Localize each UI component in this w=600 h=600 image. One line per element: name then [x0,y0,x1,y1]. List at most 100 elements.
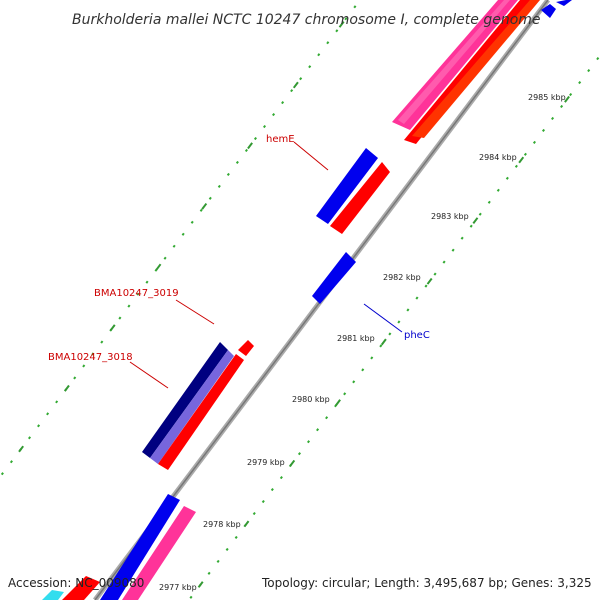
feature-hemE-red[interactable] [330,162,390,234]
feature-pink-bottom[interactable] [122,506,196,600]
dotted-guides [0,5,600,599]
guide-dot [189,595,193,599]
leader-hemE [293,141,329,171]
feature-cyan-bottom[interactable] [42,590,64,600]
guide-dot [316,428,320,432]
tick-label: 2983 kbp [431,212,469,221]
guide-dot [262,124,267,129]
tick-label: 2980 kbp [292,395,330,404]
guide-dot [326,41,330,45]
leader-3018 [129,361,169,389]
guide-dot [217,184,221,188]
leader-3019 [175,299,215,325]
tick-mark [63,384,70,392]
feature-blue-small-2[interactable] [556,0,572,6]
guide-dot [578,80,582,85]
guide-dot [523,152,527,156]
guide-dot [352,380,356,384]
tick-mark [18,445,24,453]
guide-dot [353,5,357,9]
guide-dot [272,113,276,117]
guide-dot [406,308,410,312]
guide-dot [118,316,122,320]
tick-labels: 2985 kbp 2984 kbp 2983 kbp 2982 kbp 2981… [159,93,566,592]
guide-dot [343,392,347,396]
tick-mark [243,520,250,528]
guide-dot [253,136,257,141]
guide-dot [73,376,77,380]
guide-dot [46,412,50,416]
feature-pheC[interactable] [312,252,356,304]
tick-label: 2981 kbp [337,334,375,343]
guide-dot [397,320,401,324]
guide-dot [587,69,591,73]
tick-label: 2977 kbp [159,583,197,592]
guide-dot [370,356,374,360]
guide-dot [252,511,256,516]
map-title: Burkholderia mallei NCTC 10247 chromosom… [72,12,541,28]
guide-dot [442,260,446,264]
feature-BMA10247-3018-dark[interactable] [142,342,228,458]
tick-label: 2985 kbp [528,93,566,102]
guide-dot [344,17,348,21]
guide-dot [100,340,104,344]
guide-dot [136,292,140,296]
tick-mark [155,263,162,271]
tick-mark [289,459,296,467]
guide-dot [181,232,185,236]
guide-dot [226,172,230,176]
feature-hemE-blue[interactable] [316,148,378,224]
guide-dot [532,140,536,144]
feature-blue-small-1[interactable] [541,4,556,18]
guide-dot [244,148,248,153]
tick-label: 2979 kbp [247,458,285,467]
guide-dot [325,416,329,420]
guide-dot [379,344,383,348]
guide-dot [225,547,229,551]
guide-dot [560,104,564,109]
guide-dot [9,460,13,464]
guide-dot [551,116,555,121]
guide-dot [514,164,518,168]
tick-mark [380,338,387,346]
tick-mark [472,217,479,225]
tick-mark [247,142,253,150]
gene-label-pheC[interactable]: pheC [404,330,430,341]
guide-dot [199,208,203,212]
guide-dot [361,368,365,372]
guide-dot [27,436,32,440]
feature-blue-bottom[interactable] [100,494,180,600]
guide-dot [505,176,509,180]
gene-label-BMA10247-3019[interactable]: BMA10247_3019 [94,288,179,299]
guide-dot [91,352,95,356]
guide-dot [216,559,220,563]
guide-dot [0,472,4,476]
guide-dot [127,304,131,308]
tick-label: 2978 kbp [203,520,241,529]
guide-dot [478,212,482,216]
features [42,0,572,600]
guide-dot [234,535,238,540]
guide-dot [190,220,194,224]
feature-red-3018[interactable] [158,354,244,470]
guide-dot [496,188,500,192]
guide-dot [297,452,301,456]
guide-dot [290,89,294,93]
guide-dot [487,200,491,204]
tick-mark [338,20,345,28]
feature-red-bottom[interactable] [62,576,100,600]
gene-labels: hemE BMA10247_3019 BMA10247_3018 pheC [48,134,430,363]
guide-dot [279,476,283,480]
guide-dot [163,256,167,260]
feature-BMA10247-3019[interactable] [238,340,254,356]
gene-label-BMA10247-3018[interactable]: BMA10247_3018 [48,352,133,363]
guide-dot [469,224,473,228]
accession-text: Accession: NC_009080 [8,576,144,590]
guide-dot [145,280,149,284]
guide-dot [424,284,428,288]
gene-label-hemE[interactable]: hemE [266,134,295,145]
leader-lines [129,141,403,389]
guide-dot [82,364,86,368]
